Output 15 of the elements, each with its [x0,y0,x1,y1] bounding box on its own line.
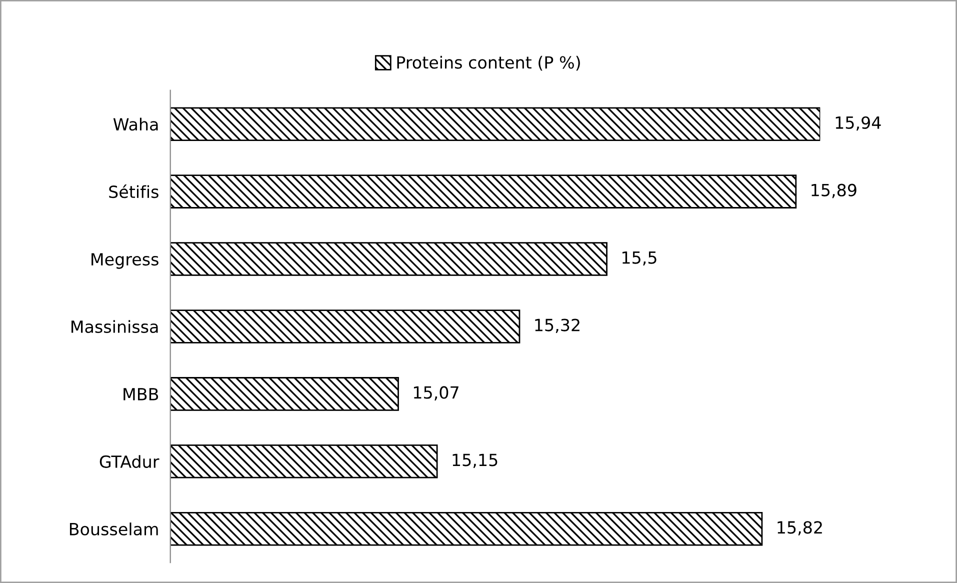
data-label: 15,32 [535,318,580,334]
y-tick-label: Massinissa [72,320,158,334]
data-label: 15,82 [778,521,822,536]
data-label: 15,07 [414,386,458,400]
data-label: 15,89 [812,184,856,198]
legend-label: Proteins content (P %) [397,56,580,71]
y-tick-label: Megress [92,253,158,269]
y-tick-label: Sétifis [109,184,158,198]
y-tick-label: MBB [124,388,158,400]
y-tick-label: Waha [113,118,158,131]
data-label: 15,15 [452,454,498,468]
data-label: 15,5 [622,251,656,266]
y-tick-label: Bousselam [70,522,158,536]
data-label: 15,94 [836,116,881,131]
y-tick-label: GTAdur [100,455,160,468]
